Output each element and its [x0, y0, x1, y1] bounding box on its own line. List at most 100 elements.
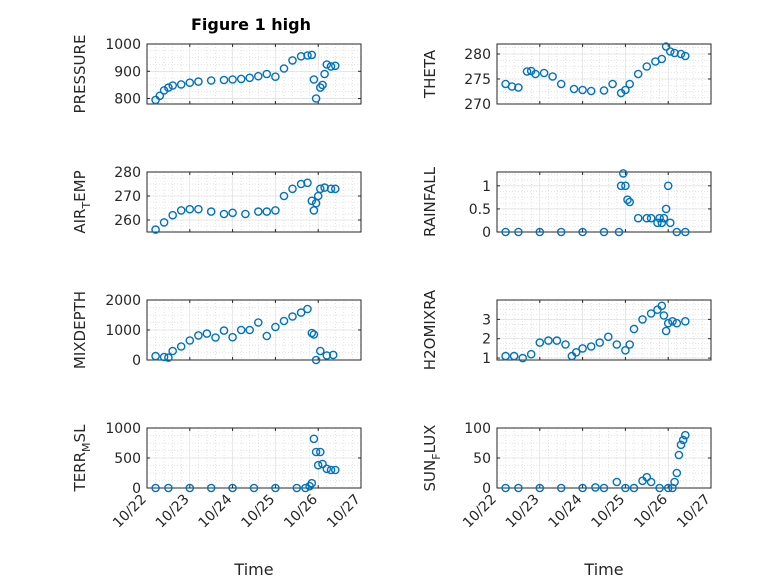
plot-area	[496, 171, 712, 233]
data-point	[642, 213, 652, 223]
data-point	[544, 336, 553, 345]
data-point	[539, 68, 549, 78]
subplot-6: 1 2 3 H2OMIXRA	[421, 289, 712, 370]
data-point	[249, 483, 259, 493]
data-point	[599, 227, 609, 237]
data-point	[185, 78, 195, 87]
data-point	[176, 342, 186, 351]
data-point	[556, 227, 566, 237]
plot-area	[146, 43, 362, 105]
data-point	[236, 325, 246, 335]
y-axis-label: PRESSURE	[71, 35, 89, 114]
data-point	[228, 332, 237, 342]
x-axis-label: Time	[233, 560, 273, 579]
y-tick-label: 2	[482, 332, 491, 348]
data-point	[159, 218, 169, 227]
data-point	[311, 355, 321, 365]
data-point	[578, 344, 587, 353]
y-tick-label: 50	[473, 451, 491, 467]
data-point	[219, 209, 229, 219]
data-point	[322, 60, 332, 69]
data-point	[219, 75, 229, 85]
data-point	[676, 49, 686, 59]
data-point	[629, 483, 639, 493]
data-point	[262, 69, 272, 79]
data-point	[514, 227, 523, 237]
axes-frame	[146, 171, 362, 233]
axes-frame	[146, 43, 362, 105]
subplot-3: 260 270 280 AIRTEMP	[71, 165, 362, 234]
x-tick-label: 10/22	[110, 492, 150, 532]
data-point	[681, 227, 690, 237]
data-point	[253, 207, 263, 216]
data-point	[194, 331, 203, 340]
x-tick-label: 10/26	[631, 491, 671, 531]
data-point	[194, 77, 203, 86]
data-point	[219, 326, 229, 335]
data-point	[681, 51, 690, 61]
data-point	[236, 74, 246, 84]
data-point	[253, 318, 263, 327]
data-point	[646, 477, 656, 487]
data-point	[586, 342, 596, 351]
data-point	[586, 86, 596, 96]
data-point	[552, 336, 562, 345]
x-tick-label: 10/24	[546, 491, 586, 531]
data-point	[206, 207, 216, 216]
data-point	[288, 56, 297, 65]
data-point	[151, 351, 160, 361]
y-tick-label: 900	[114, 64, 141, 80]
data-point	[301, 483, 310, 493]
data-point	[619, 169, 628, 178]
data-point	[330, 184, 340, 194]
data-point	[271, 72, 280, 81]
y-tick-label: 0.5	[469, 202, 491, 218]
y-tick-label: 280	[464, 47, 491, 63]
data-point	[655, 213, 664, 223]
data-series	[151, 50, 340, 105]
data-point	[151, 483, 160, 493]
subplot-1: 800 900 1000 PRESSURE	[71, 35, 362, 114]
data-point	[569, 84, 579, 94]
data-point	[535, 338, 545, 347]
data-point	[672, 468, 682, 478]
data-point	[625, 340, 635, 349]
y-tick-label: 0	[482, 225, 491, 241]
plot-area	[146, 171, 362, 233]
data-point	[526, 349, 536, 359]
data-point	[168, 346, 177, 356]
x-tick-label: 10/26	[281, 491, 321, 531]
y-tick-label: 0	[132, 353, 141, 369]
data-point	[330, 61, 340, 71]
data-point	[595, 338, 605, 347]
data-point	[307, 478, 317, 488]
y-axis-label: AIRTEMP	[71, 170, 93, 233]
data-point	[307, 50, 317, 60]
y-tick-label: 1	[482, 179, 491, 195]
data-point	[159, 86, 169, 95]
data-point	[623, 195, 632, 204]
data-point	[621, 483, 630, 493]
y-axis-label: H2OMIXRA	[421, 289, 439, 370]
data-point	[279, 64, 289, 73]
data-point	[318, 80, 327, 90]
data-point	[303, 304, 312, 314]
x-tick-label: 10/23	[153, 492, 193, 532]
x-tick-label: 10/27	[674, 492, 714, 532]
data-point	[646, 213, 656, 223]
data-point	[514, 83, 523, 92]
data-point	[241, 209, 250, 219]
data-point	[578, 483, 587, 493]
data-point	[638, 315, 647, 324]
data-point	[303, 51, 312, 60]
y-tick-label: 0	[482, 481, 491, 497]
data-point	[657, 218, 667, 228]
data-point	[288, 184, 297, 194]
data-series	[501, 301, 690, 363]
y-axis-label: SUNFLUX	[421, 425, 443, 492]
y-tick-label: 270	[114, 189, 141, 205]
data-point	[313, 460, 323, 470]
data-point	[612, 477, 622, 487]
data-point	[522, 67, 532, 76]
data-point	[661, 326, 671, 336]
